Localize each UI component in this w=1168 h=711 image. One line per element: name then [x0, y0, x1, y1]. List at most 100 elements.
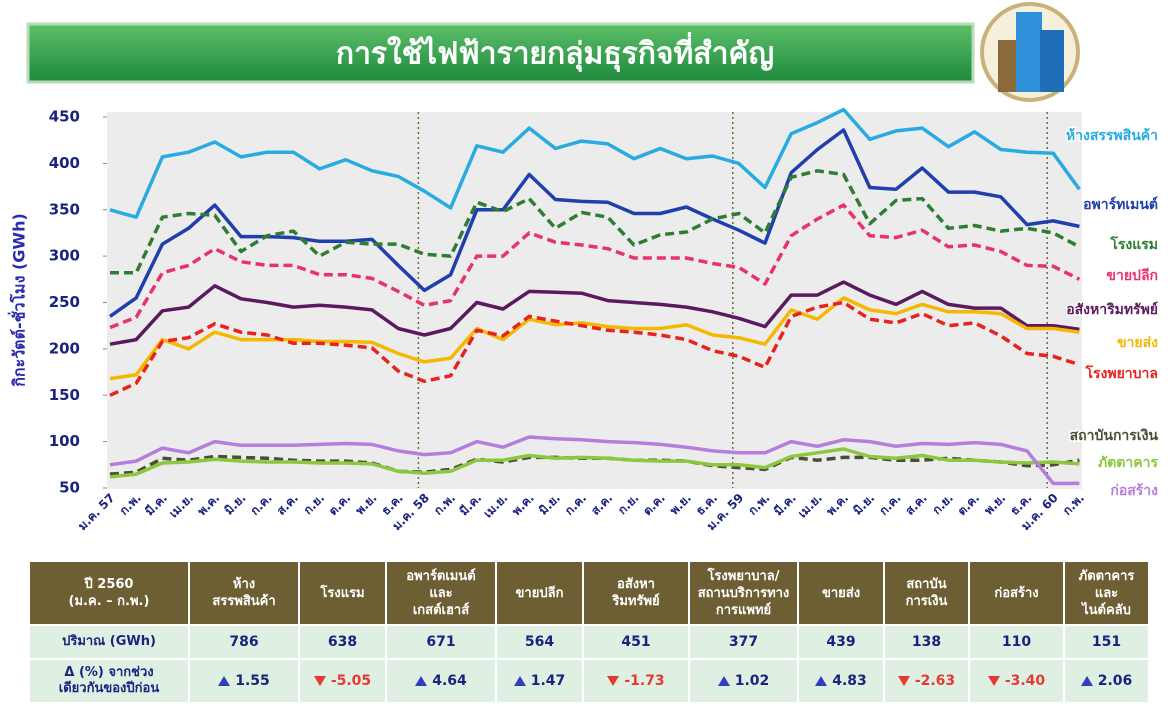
series-label: ขายปลีก: [1106, 268, 1158, 284]
column-header: สถาบัน การเงิน: [884, 561, 969, 625]
series-label: โรงพยาบาล: [1085, 364, 1159, 382]
down-arrow: [988, 676, 1000, 686]
change-cell: -3.40: [969, 659, 1064, 703]
x-tick-label: ต.ค.: [326, 491, 354, 519]
x-tick-label: มี.ค.: [457, 491, 485, 519]
change-value: -1.73: [624, 673, 664, 689]
x-tick-label: ก.ย.: [301, 491, 327, 517]
down-arrow: [607, 676, 619, 686]
column-header: ขายส่ง: [798, 561, 884, 625]
change-value: 2.06: [1098, 673, 1133, 689]
y-tick-label: 50: [59, 479, 80, 497]
y-tick-label: 400: [49, 154, 80, 172]
up-arrow: [1081, 676, 1093, 686]
down-arrow: [314, 676, 326, 686]
summary-table: ปี 2560 (ม.ค. – ก.พ.)ห้าง สรรพสินค้าโรงแ…: [28, 560, 1150, 704]
x-tick-label: ม.ค. 57: [75, 491, 117, 533]
change-value: 1.47: [531, 673, 566, 689]
up-arrow: [718, 676, 730, 686]
x-tick-label: ก.พ.: [117, 491, 144, 518]
x-tick-label: ก.ย.: [615, 491, 641, 517]
x-tick-label: มิ.ย.: [850, 491, 877, 518]
x-tick-label: พ.ย.: [667, 491, 694, 518]
row-label: Δ (%) จากช่วง เดียวกันของปีก่อน: [29, 659, 189, 703]
change-cell: 4.83: [798, 659, 884, 703]
y-axis-title: กิกะวัตต์-ชั่วโมง (GWh): [8, 213, 29, 387]
chart: การใช้ไฟฟ้ารายกลุ่มธุรกิจที่สำคัญ กิกะวั…: [0, 0, 1168, 556]
column-header: โรงพยาบาล/ สถานบริการทาง การแพทย์: [689, 561, 798, 625]
x-tick-label: เม.ย.: [166, 491, 196, 521]
change-cell: 4.64: [386, 659, 496, 703]
x-tick-label: ส.ค.: [588, 491, 615, 518]
x-tick-label: มี.ค.: [771, 491, 799, 519]
change-cell: -2.63: [884, 659, 969, 703]
up-arrow: [514, 676, 526, 686]
page: การใช้ไฟฟ้ารายกลุ่มธุรกิจที่สำคัญ กิกะวั…: [0, 0, 1168, 711]
change-cell: 1.47: [496, 659, 583, 703]
cell-value: 671: [386, 625, 496, 659]
x-tick-label: เม.ย.: [795, 491, 825, 521]
series-label: ห้างสรรพสินค้า: [1066, 128, 1158, 144]
change-value: 1.02: [735, 673, 770, 689]
y-tick-label: 100: [49, 432, 80, 450]
x-tick-label: ก.ค.: [248, 491, 275, 518]
up-arrow: [815, 676, 827, 686]
x-tick-label: มิ.ย.: [536, 491, 563, 518]
series-label: ก่อสร้าง: [1110, 483, 1158, 499]
cell-value: 377: [689, 625, 798, 659]
change-value: 1.55: [235, 673, 270, 689]
corner-header: ปี 2560 (ม.ค. – ก.พ.): [29, 561, 189, 625]
row-label: ปริมาณ (GWh): [29, 625, 189, 659]
change-cell: 1.02: [689, 659, 798, 703]
x-tick-label: พ.ย.: [353, 491, 380, 518]
change-value: -2.63: [915, 673, 955, 689]
cell-value: 564: [496, 625, 583, 659]
column-header: อสังหา ริมทรัพย์: [583, 561, 689, 625]
x-tick-label: ต.ค.: [640, 491, 668, 519]
series-label: โรงแรม: [1109, 235, 1158, 253]
column-header: โรงแรม: [299, 561, 386, 625]
x-tick-label: ก.พ.: [1060, 491, 1087, 518]
x-tick-label: ก.พ.: [431, 491, 458, 518]
header-row: ปี 2560 (ม.ค. – ก.พ.)ห้าง สรรพสินค้าโรงแ…: [29, 561, 1149, 625]
change-value: 4.83: [832, 673, 867, 689]
x-tick-label: ต.ค.: [955, 491, 983, 519]
column-header: ภัตตาคาร และ ไนต์คลับ: [1064, 561, 1149, 625]
y-tick-label: 250: [49, 293, 80, 311]
column-header: ขายปลีก: [496, 561, 583, 625]
cell-value: 439: [798, 625, 884, 659]
y-tick-label: 350: [49, 200, 80, 218]
building-icon: [982, 4, 1078, 100]
change-cell: 2.06: [1064, 659, 1149, 703]
series-label: ขายส่ง: [1117, 335, 1158, 351]
down-arrow: [898, 676, 910, 686]
x-tick-label: พ.ค.: [824, 491, 852, 519]
change-value: -5.05: [331, 673, 371, 689]
x-tick-label: เม.ย.: [481, 491, 511, 521]
x-tick-label: ส.ค.: [274, 491, 301, 518]
y-tick-label: 300: [49, 247, 80, 265]
change-cell: 1.55: [189, 659, 299, 703]
x-tick-label: ก.ย.: [930, 491, 956, 517]
series-label: ภัตตาคาร: [1098, 455, 1159, 471]
x-tick-label: มิ.ย.: [222, 491, 249, 518]
x-tick-label: มี.ค.: [142, 491, 170, 519]
x-tick-label: ก.พ.: [746, 491, 773, 518]
cell-value: 151: [1064, 625, 1149, 659]
cell-value: 786: [189, 625, 299, 659]
change-value: -3.40: [1005, 673, 1045, 689]
series-label: สถาบันการเงิน: [1070, 428, 1159, 444]
change-cell: -1.73: [583, 659, 689, 703]
x-tick-label: พ.ค.: [195, 491, 223, 519]
cell-value: 638: [299, 625, 386, 659]
column-header: ห้าง สรรพสินค้า: [189, 561, 299, 625]
chart-title: การใช้ไฟฟ้ารายกลุ่มธุรกิจที่สำคัญ: [336, 32, 774, 73]
change-value: 4.64: [432, 673, 467, 689]
x-tick-label: ก.ค.: [876, 491, 903, 518]
x-tick-label: พ.ค.: [509, 491, 537, 519]
y-tick-label: 200: [49, 339, 80, 357]
x-tick-label: ส.ค.: [903, 491, 930, 518]
up-arrow: [415, 676, 427, 686]
cell-value: 138: [884, 625, 969, 659]
